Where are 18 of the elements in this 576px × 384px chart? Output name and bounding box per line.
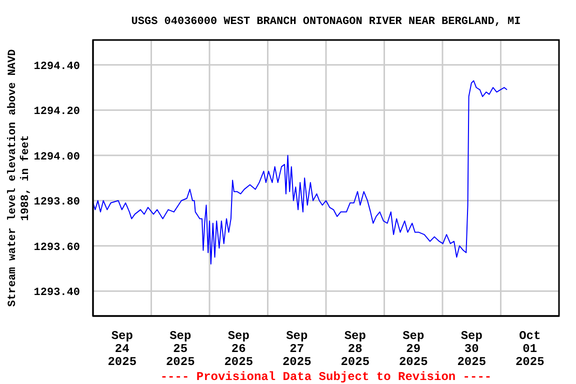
x-tick-label: Sep 29 2025 (398, 329, 428, 369)
text: ---- Provisional Data Subject to Revision ---- (160, 370, 492, 384)
x-tick-label: Sep 26 2025 (224, 329, 254, 369)
x-tick-label: Sep 27 2025 (282, 329, 312, 369)
y-tick-label: 1294.40 (34, 60, 80, 73)
y-axis-title: Stream water level elevation above NAVD 1988, in feet (7, 48, 32, 307)
y-tick-label: 1294.20 (34, 106, 80, 118)
line-series (93, 80, 508, 264)
x-tick-label: Sep 25 2025 (166, 329, 195, 369)
y-tick-label: 1293.60 (34, 242, 80, 254)
x-tick-label: Oct 01 2025 (515, 329, 544, 369)
y-tick-label: 1294.00 (34, 151, 80, 164)
chart-title: USGS 04036000 WEST BRANCH ONTONAGON RIVER NEAR BERGLAND, MI (131, 16, 521, 28)
x-tick-label: Sep 24 2025 (108, 329, 137, 369)
x-tick-label: Sep 28 2025 (340, 329, 370, 369)
x-tick-label: Sep 30 2025 (457, 329, 486, 369)
y-tick-label: 1293.40 (34, 287, 80, 300)
y-tick-label: 1293.80 (34, 196, 80, 209)
